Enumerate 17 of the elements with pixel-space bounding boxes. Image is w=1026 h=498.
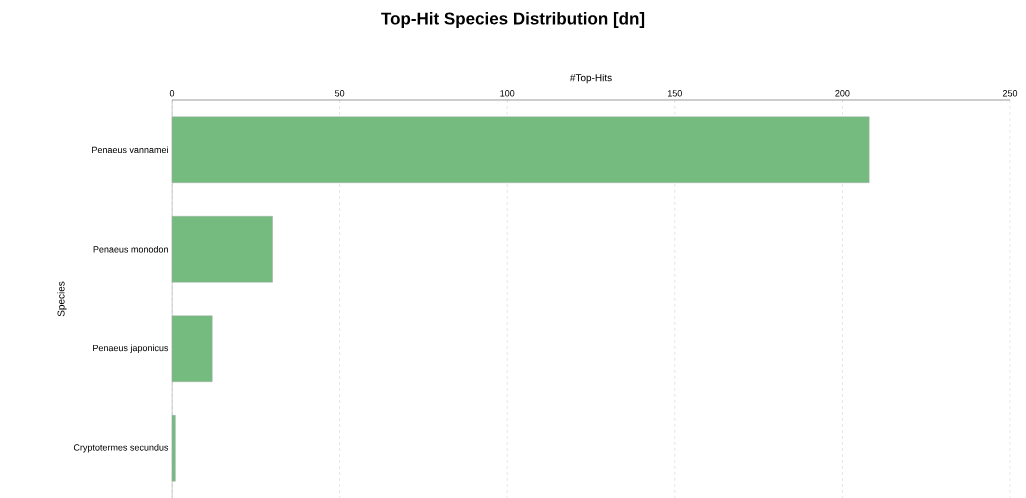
x-tick-label: 250	[1002, 90, 1018, 97]
x-axis-title: #Top-Hits	[569, 73, 612, 84]
y-tick-label: Cryptotermes secundus	[73, 444, 169, 453]
bar	[171, 116, 870, 183]
x-tick-label: 0	[169, 90, 175, 97]
y-tick-label: Penaeus vannamei	[92, 146, 168, 154]
x-tick-label: 100	[500, 90, 515, 97]
x-tick-label: 50	[334, 90, 345, 97]
bar	[171, 415, 176, 482]
bar	[171, 315, 213, 382]
y-tick-label: Penaeus japonicus	[93, 344, 169, 353]
x-tick-label: 200	[835, 90, 850, 97]
x-tick-label: 150	[667, 90, 682, 97]
chart-title: Top-Hit Species Distribution [dn]	[381, 12, 645, 28]
bar	[171, 216, 273, 283]
y-tick-label: Penaeus monodon	[93, 245, 168, 253]
y-axis-title: Species	[57, 281, 67, 317]
